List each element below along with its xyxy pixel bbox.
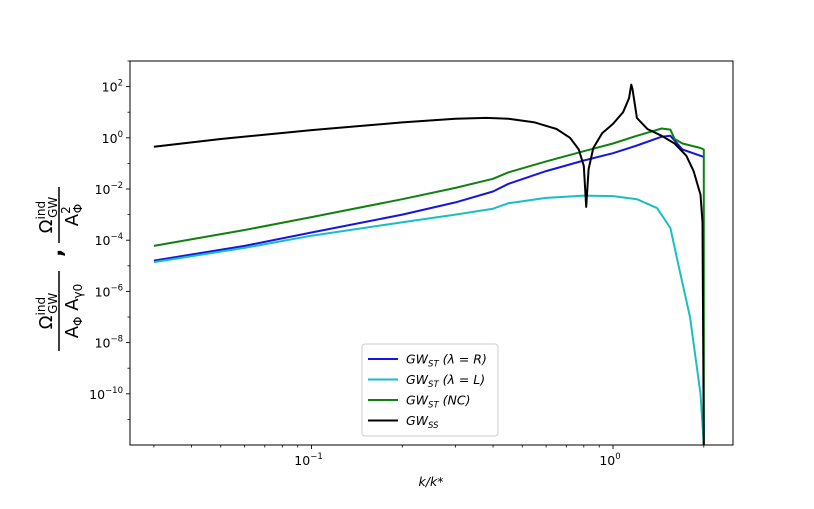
legend-label-2: GWST (NC) bbox=[406, 393, 470, 411]
series-line-1 bbox=[153, 194, 705, 445]
y-axis-label: ΩindGW AΦ Aγ0 , ΩindGW A2Φ bbox=[34, 187, 85, 351]
legend-box bbox=[361, 343, 499, 437]
series-line-2 bbox=[153, 127, 705, 445]
y-tick-label: 10−2 bbox=[95, 181, 123, 197]
x-tick-label: 100 bbox=[599, 452, 620, 468]
svg-text:A2Φ: A2Φ bbox=[59, 204, 85, 226]
legend-label-1: GWST (λ = L) bbox=[406, 372, 485, 390]
series-layer bbox=[153, 83, 705, 445]
x-axis-label: k/k* bbox=[419, 474, 444, 489]
svg-text:,: , bbox=[43, 249, 68, 257]
y-tick-label: 10−10 bbox=[89, 386, 123, 402]
axis-ticks: 10−1 100 102 100 10−2 10−4 10−6 10−8 10−10 bbox=[89, 60, 705, 468]
series-line-0 bbox=[153, 134, 705, 262]
svg-text:ΩindGW: ΩindGW bbox=[34, 293, 60, 330]
plot-frame bbox=[129, 60, 734, 446]
y-tick-label: 10−6 bbox=[95, 283, 123, 299]
series-line-3 bbox=[153, 83, 705, 445]
legend-label-3: GWSS bbox=[406, 413, 439, 431]
legend: GWST (λ = R) GWST (λ = L) GWST (NC) GWSS bbox=[361, 343, 499, 437]
legend-label-0: GWST (λ = R) bbox=[406, 352, 487, 370]
x-tick-label: 10−1 bbox=[294, 452, 322, 468]
y-tick-label: 10−8 bbox=[95, 335, 123, 351]
y-tick-label: 102 bbox=[102, 79, 123, 95]
y-tick-label: 100 bbox=[102, 130, 123, 146]
y-tick-label: 10−4 bbox=[95, 232, 123, 248]
svg-text:ΩindGW: ΩindGW bbox=[34, 197, 60, 234]
